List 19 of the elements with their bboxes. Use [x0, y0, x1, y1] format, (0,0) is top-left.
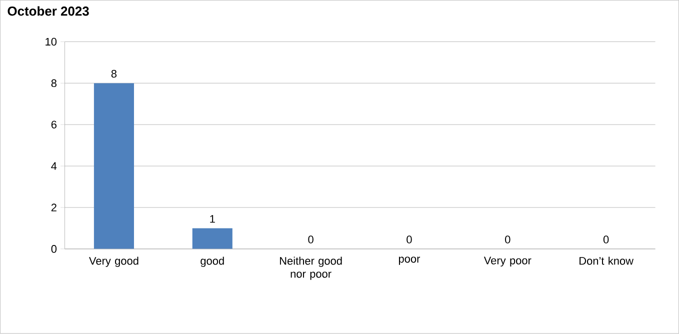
y-tick-label: 6	[51, 120, 56, 129]
x-tick-label: Don’t know	[580, 256, 634, 265]
data-label: 8	[111, 70, 117, 78]
data-label: 0	[505, 236, 510, 244]
x-tick-label: Very good	[89, 256, 138, 268]
x-tick-label: Neither good nor poor	[280, 256, 342, 280]
y-tick-label: 0	[51, 245, 57, 253]
x-tick-label: Very poor	[484, 256, 532, 267]
data-label: 0	[308, 236, 314, 244]
y-tick-label: 10	[46, 38, 57, 46]
data-label: 0	[406, 236, 412, 244]
x-tick-label: poor	[398, 256, 420, 266]
data-label: 0	[603, 236, 609, 244]
y-tick-label: 8	[51, 79, 56, 88]
x-tick-label: good	[200, 256, 224, 268]
y-tick-label: 4	[51, 162, 57, 170]
chart-title: October 2023	[8, 6, 89, 16]
data-label: 1	[210, 215, 215, 223]
y-tick-label: 2	[51, 204, 56, 212]
